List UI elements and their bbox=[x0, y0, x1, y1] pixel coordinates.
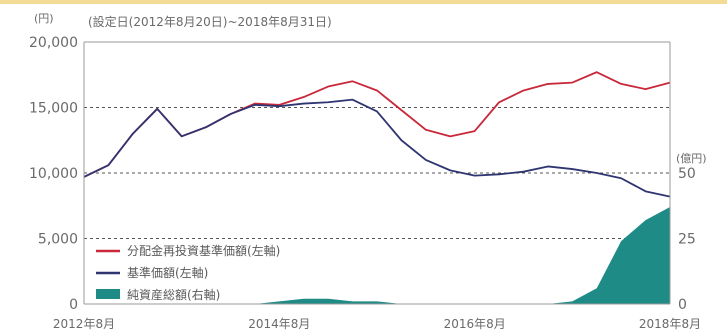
x-tick-label: 2014年8月 bbox=[248, 317, 310, 331]
right-tick-label: 25 bbox=[678, 232, 696, 248]
chart-subtitle: (設定日(2012年8月20日)~2018年8月31日) bbox=[88, 14, 332, 29]
left-tick-label: 5,000 bbox=[38, 232, 78, 248]
right-tick-label: 0 bbox=[678, 297, 687, 313]
legend-label: 純資産総額(右軸) bbox=[127, 287, 220, 302]
legend-label: 基準価額(左軸) bbox=[127, 265, 208, 280]
legend-label: 分配金再投資基準価額(左軸) bbox=[127, 243, 280, 258]
left-tick-label: 0 bbox=[69, 297, 78, 313]
x-tick-label: 2018年8月 bbox=[639, 317, 701, 331]
series-line bbox=[83, 98, 671, 198]
legend-swatch bbox=[96, 289, 120, 299]
x-tick-label: 2012年8月 bbox=[53, 317, 115, 331]
left-tick-label: 20,000 bbox=[29, 35, 78, 51]
right-axis-unit: (億円) bbox=[676, 152, 707, 165]
legend: 分配金再投資基準価額(左軸) 基準価額(左軸) 純資産総額(右軸) bbox=[96, 243, 280, 302]
left-tick-label: 10,000 bbox=[29, 166, 78, 182]
left-axis-unit: (円) bbox=[34, 12, 54, 25]
series-area bbox=[84, 207, 670, 304]
left-tick-label: 15,000 bbox=[29, 101, 78, 117]
top-stripe bbox=[0, 0, 727, 4]
right-tick-label: 50 bbox=[678, 166, 696, 182]
x-tick-label: 2016年8月 bbox=[444, 317, 506, 331]
